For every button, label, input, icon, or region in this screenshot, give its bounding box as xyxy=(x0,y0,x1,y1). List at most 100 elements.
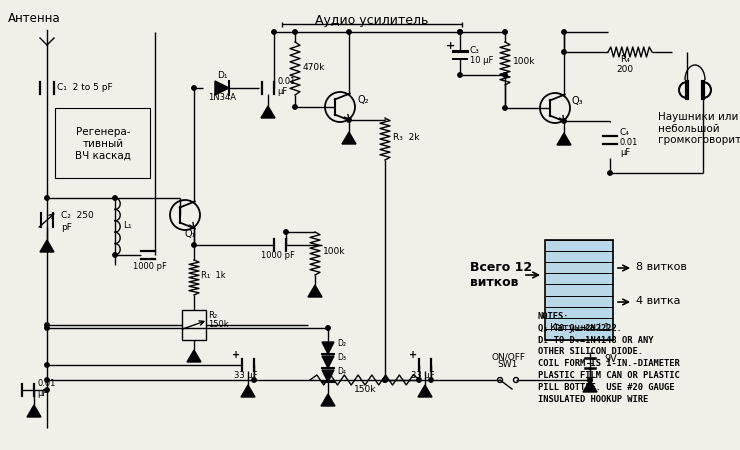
Text: µF: µF xyxy=(277,87,287,96)
Text: C₄: C₄ xyxy=(620,128,630,137)
Polygon shape xyxy=(187,350,201,362)
Text: µF: µF xyxy=(620,148,630,157)
Text: 4 витка: 4 витка xyxy=(636,296,681,306)
Polygon shape xyxy=(308,285,322,297)
Circle shape xyxy=(45,323,49,327)
Circle shape xyxy=(588,378,592,382)
Circle shape xyxy=(502,73,507,77)
Circle shape xyxy=(502,30,507,34)
Circle shape xyxy=(192,86,196,90)
Text: D₄: D₄ xyxy=(337,367,346,376)
Text: Наушники или
небольшой
громкоговоритель: Наушники или небольшой громкоговоритель xyxy=(658,112,740,145)
Text: C₃: C₃ xyxy=(470,46,480,55)
Circle shape xyxy=(252,378,256,382)
Text: +: + xyxy=(446,41,455,51)
Text: pF: pF xyxy=(61,222,72,231)
Polygon shape xyxy=(418,385,432,397)
Bar xyxy=(55,108,150,178)
Circle shape xyxy=(326,326,330,330)
Circle shape xyxy=(112,253,117,257)
Polygon shape xyxy=(321,394,335,406)
Text: C₁  2 to 5 pF: C₁ 2 to 5 pF xyxy=(57,82,112,91)
Text: R₁  1k: R₁ 1k xyxy=(201,271,226,280)
Text: Всего 12
витков: Всего 12 витков xyxy=(470,261,532,289)
Circle shape xyxy=(45,388,49,392)
Text: C₂  250: C₂ 250 xyxy=(61,212,94,220)
Circle shape xyxy=(428,378,433,382)
Circle shape xyxy=(502,106,507,110)
Text: R₂: R₂ xyxy=(208,311,217,320)
Circle shape xyxy=(514,378,519,382)
Text: SW1: SW1 xyxy=(498,360,518,369)
Text: L₁: L₁ xyxy=(123,221,132,230)
Text: 200: 200 xyxy=(616,65,633,74)
Text: 150k: 150k xyxy=(208,320,229,329)
Text: тивный: тивный xyxy=(82,139,124,149)
Text: Катушка L1: Катушка L1 xyxy=(550,323,610,333)
Polygon shape xyxy=(322,370,334,382)
Text: 470k: 470k xyxy=(303,63,326,72)
Circle shape xyxy=(284,230,288,234)
Polygon shape xyxy=(241,385,255,397)
Circle shape xyxy=(293,105,297,109)
Text: +: + xyxy=(232,350,240,360)
Circle shape xyxy=(458,73,462,77)
Text: 0.01: 0.01 xyxy=(620,138,639,147)
Text: Q₁: Q₁ xyxy=(184,229,196,239)
Text: NOTES:
Q₁ TO Q₃=2N2222.
D₂ TO D₄=1N4148 OR ANY
OTHER SILICON DIODE.
COIL FORM IS: NOTES: Q₁ TO Q₃=2N2222. D₂ TO D₄=1N4148 … xyxy=(538,312,680,404)
Text: Q₂: Q₂ xyxy=(357,95,369,105)
Circle shape xyxy=(383,378,387,382)
Circle shape xyxy=(562,30,566,34)
Text: D₃: D₃ xyxy=(337,353,346,362)
Circle shape xyxy=(562,50,566,54)
Text: 9V: 9V xyxy=(604,354,616,364)
Text: 1000 pF: 1000 pF xyxy=(261,251,295,260)
Bar xyxy=(182,310,206,340)
Text: D₂: D₂ xyxy=(337,339,346,348)
Polygon shape xyxy=(583,380,597,392)
Text: 0.01: 0.01 xyxy=(277,77,295,86)
Text: 1000 pF: 1000 pF xyxy=(133,262,167,271)
Polygon shape xyxy=(261,106,275,118)
Circle shape xyxy=(272,30,276,34)
Text: 33 µF: 33 µF xyxy=(234,371,258,380)
Text: 33 µF: 33 µF xyxy=(411,371,435,380)
Circle shape xyxy=(562,119,566,123)
Circle shape xyxy=(588,378,592,382)
Polygon shape xyxy=(342,132,356,144)
Circle shape xyxy=(45,326,49,330)
Circle shape xyxy=(383,378,387,382)
Polygon shape xyxy=(40,240,54,252)
Bar xyxy=(545,240,613,340)
Circle shape xyxy=(293,30,297,34)
Text: 10 µF: 10 µF xyxy=(470,56,494,65)
Text: 8 витков: 8 витков xyxy=(636,262,687,272)
Circle shape xyxy=(45,196,49,200)
Text: 100k: 100k xyxy=(513,58,536,67)
Text: +: + xyxy=(409,350,417,360)
Polygon shape xyxy=(557,133,571,145)
Text: ВЧ каскад: ВЧ каскад xyxy=(75,151,131,161)
Circle shape xyxy=(608,171,612,175)
Text: µF: µF xyxy=(37,389,47,398)
Circle shape xyxy=(458,30,462,34)
Polygon shape xyxy=(322,356,334,368)
Text: R₃  2k: R₃ 2k xyxy=(393,134,420,143)
Text: Регенера-: Регенера- xyxy=(75,127,130,137)
Polygon shape xyxy=(27,405,41,417)
Circle shape xyxy=(192,243,196,247)
Circle shape xyxy=(347,30,352,34)
Circle shape xyxy=(45,363,49,367)
Circle shape xyxy=(417,378,421,382)
Circle shape xyxy=(497,378,502,382)
Text: 150k: 150k xyxy=(354,385,376,394)
Text: D₁: D₁ xyxy=(217,71,227,80)
Text: Аудио усилитель: Аудио усилитель xyxy=(315,14,428,27)
Circle shape xyxy=(45,378,49,382)
Text: Антенна: Антенна xyxy=(8,12,61,25)
Text: ON/OFF: ON/OFF xyxy=(491,352,525,361)
Text: 0.01: 0.01 xyxy=(37,379,56,388)
Polygon shape xyxy=(322,342,334,354)
Text: Q₃: Q₃ xyxy=(572,96,584,106)
Circle shape xyxy=(458,30,462,34)
